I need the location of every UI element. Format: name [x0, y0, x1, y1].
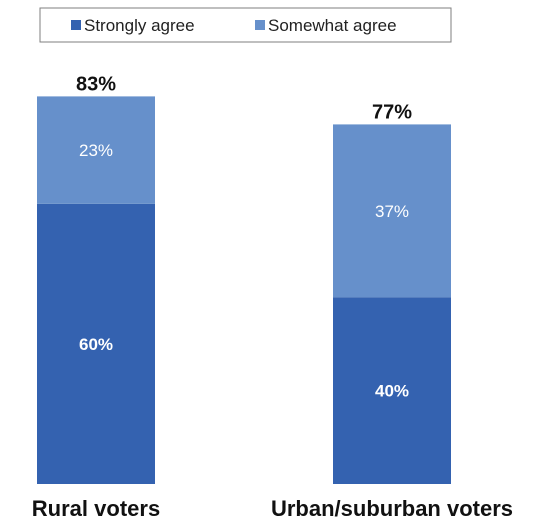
- total-label-urban-suburban-voters: 77%: [372, 101, 412, 123]
- data-label-strongly-agree-urban-suburban-voters: 40%: [375, 382, 409, 401]
- total-label-rural-voters: 83%: [76, 73, 116, 95]
- legend-swatch-strongly-agree: [71, 20, 81, 30]
- data-label-somewhat-agree-rural-voters: 23%: [79, 141, 113, 160]
- category-label-urban-suburban-voters: Urban/suburban voters: [271, 496, 513, 521]
- legend-label-somewhat-agree: Somewhat agree: [268, 16, 397, 35]
- data-label-strongly-agree-rural-voters: 60%: [79, 335, 113, 354]
- category-label-rural-voters: Rural voters: [32, 496, 160, 521]
- legend-swatch-somewhat-agree: [255, 20, 265, 30]
- legend: Strongly agree Somewhat agree: [39, 7, 452, 43]
- bar-strongly-agree-rural-voters: [37, 203, 155, 485]
- labels-group: 60% 23% 83% Rural voters 40% 37% 77% Urban/subu…: [32, 73, 513, 521]
- bar-strongly-agree-urban-suburban-voters: [333, 297, 451, 484]
- data-label-somewhat-agree-urban-suburban-voters: 37%: [375, 202, 409, 221]
- legend-frame: [39, 7, 452, 43]
- bar-somewhat-agree-urban-suburban-voters: [333, 124, 451, 298]
- bars-group: [37, 96, 451, 485]
- legend-label-strongly-agree: Strongly agree: [84, 16, 195, 35]
- bar-somewhat-agree-rural-voters: [37, 96, 155, 204]
